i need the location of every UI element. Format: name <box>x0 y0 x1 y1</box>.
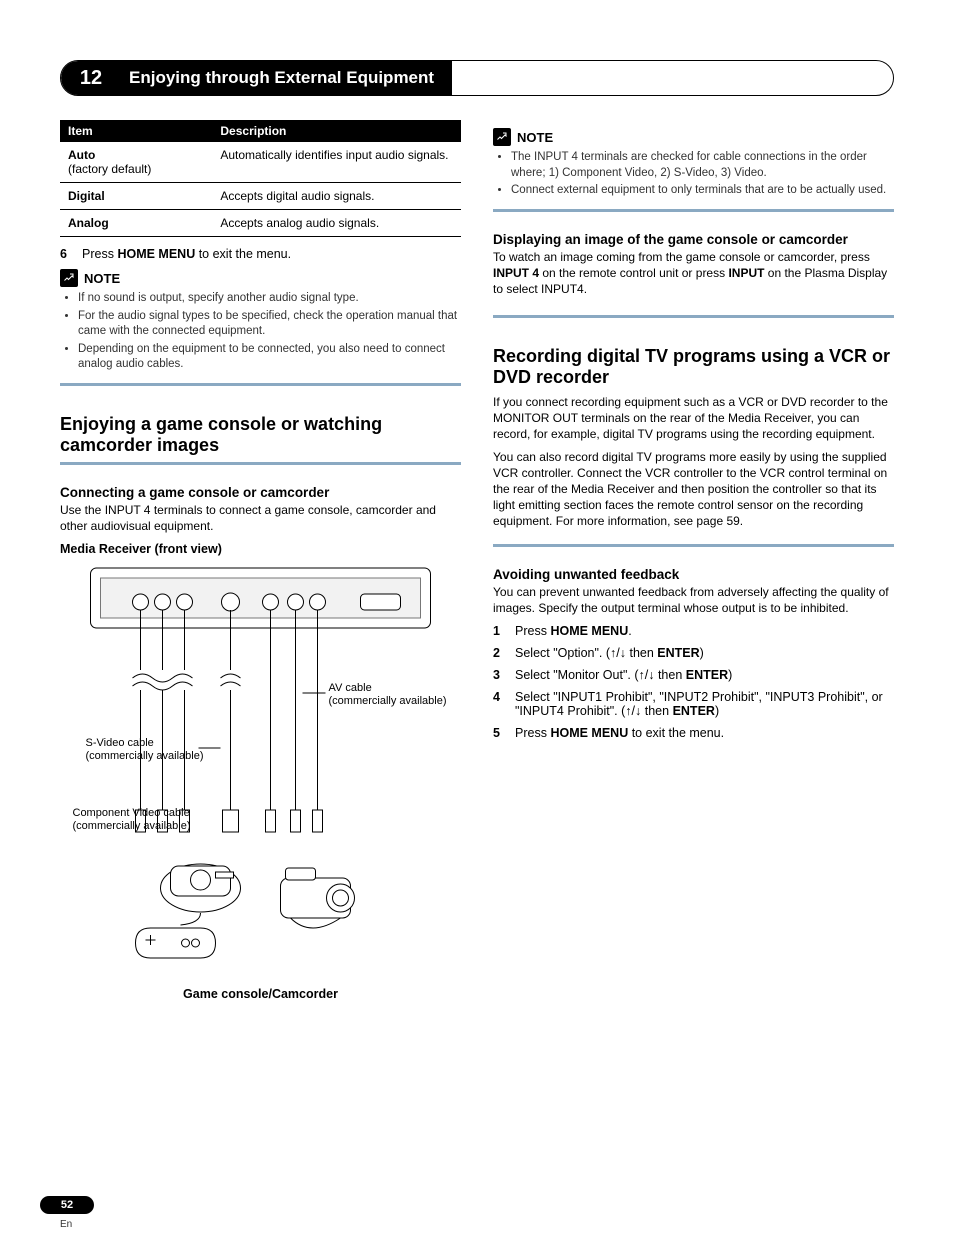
language-code: En <box>60 1219 72 1230</box>
body-displaying: To watch an image coming from the game c… <box>493 249 894 298</box>
step-item: 4 Select "INPUT1 Prohibit", "INPUT2 Prohi… <box>493 690 894 718</box>
step-item: 2 Select "Option". (↑/↓ then ENTER) <box>493 646 894 660</box>
body-feedback: You can prevent unwanted feedback from a… <box>493 584 894 616</box>
connection-diagram: AV cable (commercially available) S-Vide… <box>60 558 461 978</box>
device-caption: Game console/Camcorder <box>60 987 461 1001</box>
table-header-item: Item <box>60 120 212 142</box>
left-column: Item Description Auto(factory default)Au… <box>60 120 461 1001</box>
figure-caption: Media Receiver (front view) <box>60 542 461 556</box>
section-divider <box>493 315 894 324</box>
note-label: NOTE <box>517 130 553 145</box>
step-text: Press HOME MENU to exit the menu. <box>82 247 291 261</box>
note-item: Connect external equipment to only termi… <box>511 183 894 199</box>
table-cell-item: Analog <box>60 210 212 237</box>
label-av-cable-2: (commercially available) <box>329 695 447 707</box>
note-item: For the audio signal types to be specifi… <box>78 309 461 340</box>
step-item: 1 Press HOME MENU. <box>493 624 894 638</box>
label-svideo-2: (commercially available) <box>86 750 204 762</box>
table-cell-desc: Accepts digital audio signals. <box>212 183 461 210</box>
step-text: Select "Monitor Out". (↑/↓ then ENTER) <box>515 668 732 682</box>
step-text: Select "INPUT1 Prohibit", "INPUT2 Prohib… <box>515 690 894 718</box>
body-connecting: Use the INPUT 4 terminals to connect a g… <box>60 502 461 534</box>
signal-type-table: Item Description Auto(factory default)Au… <box>60 120 461 237</box>
table-cell-desc: Automatically identifies input audio sig… <box>212 142 461 183</box>
note-label: NOTE <box>84 271 120 286</box>
step-text: Select "Option". (↑/↓ then ENTER) <box>515 646 704 660</box>
table-cell-item: Digital <box>60 183 212 210</box>
step-number: 2 <box>493 646 507 660</box>
steps-list: 1 Press HOME MENU. 2 Select "Option". (↑/↓ … <box>493 624 894 740</box>
note-heading-right: NOTE <box>493 128 894 146</box>
subheading-feedback: Avoiding unwanted feedback <box>493 567 894 582</box>
step-number: 1 <box>493 624 507 638</box>
section-title-game-console: Enjoying a game console or watching camc… <box>60 414 461 456</box>
step-text: Press HOME MENU. <box>515 624 632 638</box>
step-number: 5 <box>493 726 507 740</box>
body-recording-2: You can also record digital TV programs … <box>493 449 894 530</box>
subsection-divider <box>60 462 461 471</box>
step-6: 6 Press HOME MENU to exit the menu. <box>60 247 461 261</box>
label-svideo: S-Video cable <box>86 737 154 749</box>
note-list-right: The INPUT 4 terminals are checked for ca… <box>493 150 894 199</box>
chapter-title: Enjoying through External Equipment <box>121 60 452 96</box>
section-divider <box>60 383 461 392</box>
subheading-connecting: Connecting a game console or camcorder <box>60 485 461 500</box>
table-cell-item: Auto(factory default) <box>60 142 212 183</box>
note-list-left: If no sound is output, specify another a… <box>60 291 461 373</box>
note-item: If no sound is output, specify another a… <box>78 291 461 307</box>
subsection-divider <box>493 544 894 553</box>
step-number: 3 <box>493 668 507 682</box>
step-text: Press HOME MENU to exit the menu. <box>515 726 724 740</box>
label-component-2: (commercially available) <box>73 820 191 832</box>
step-item: 5 Press HOME MENU to exit the menu. <box>493 726 894 740</box>
right-column: NOTE The INPUT 4 terminals are checked f… <box>493 120 894 1001</box>
label-component: Component Video cable <box>73 807 190 819</box>
body-recording-1: If you connect recording equipment such … <box>493 394 894 443</box>
table-header-desc: Description <box>212 120 461 142</box>
table-cell-desc: Accepts analog audio signals. <box>212 210 461 237</box>
page-number: 52 <box>40 1196 94 1214</box>
section-title-recording: Recording digital TV programs using a VC… <box>493 346 894 388</box>
note-item: Depending on the equipment to be connect… <box>78 342 461 373</box>
note-icon <box>493 128 511 146</box>
chapter-header: 12 Enjoying through External Equipment <box>60 60 894 96</box>
step-item: 3 Select "Monitor Out". (↑/↓ then ENTER) <box>493 668 894 682</box>
step-number: 6 <box>60 247 74 261</box>
subsection-divider <box>493 209 894 218</box>
note-item: The INPUT 4 terminals are checked for ca… <box>511 150 894 181</box>
note-icon <box>60 269 78 287</box>
chapter-number: 12 <box>61 60 121 96</box>
subheading-displaying: Displaying an image of the game console … <box>493 232 894 247</box>
step-number: 4 <box>493 690 507 718</box>
label-av-cable: AV cable <box>329 682 372 694</box>
note-heading-left: NOTE <box>60 269 461 287</box>
